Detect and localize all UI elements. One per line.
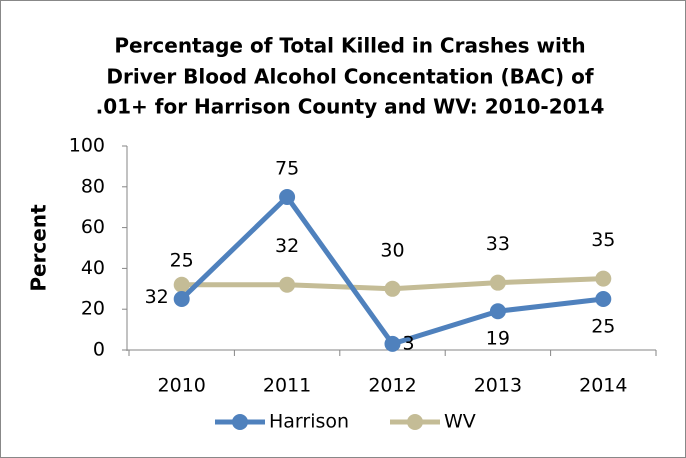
y-axis-label: Percent [27,204,51,292]
x-tick-label: 2012 [368,375,416,397]
x-tick-label: 2011 [263,375,311,397]
chart-title: Percentage of Total Killed in Crashes wi… [114,34,585,58]
point [489,303,506,320]
legend-marker [232,414,248,430]
point [595,291,612,307]
point [173,291,190,307]
x-tick-label: 2013 [474,375,522,397]
point [279,276,296,293]
y-tick-label: 40 [81,257,105,279]
y-tick-label: 20 [81,298,105,320]
data-label: 32 [145,286,169,308]
x-tick-label: 2010 [158,375,206,397]
y-tick-label: 80 [81,175,105,197]
legend-label: Harrison [269,411,349,433]
point [173,276,190,293]
data-label: 25 [591,316,615,338]
y-tick-label: 60 [81,216,105,238]
point [279,189,296,205]
point [384,335,401,352]
chart-title: Driver Blood Alcohol Concentation (BAC) … [106,65,593,89]
chart-title: .01+ for Harrison County and WV: 2010-20… [96,95,605,119]
data-label: 25 [170,250,194,272]
data-label: 75 [275,158,299,180]
point [595,270,612,287]
data-label: 32 [275,235,299,257]
data-label: 19 [486,328,510,350]
data-label: 35 [591,229,615,251]
y-tick-label: 0 [93,339,105,361]
data-label: 30 [380,239,404,261]
legend-marker [407,414,423,430]
x-tick-label: 2014 [579,375,627,397]
point [489,274,506,291]
legend-label: WV [444,411,476,433]
data-label: 3 [402,332,414,354]
point [384,280,401,297]
y-tick-label: 100 [69,135,105,157]
data-label: 33 [486,233,510,255]
